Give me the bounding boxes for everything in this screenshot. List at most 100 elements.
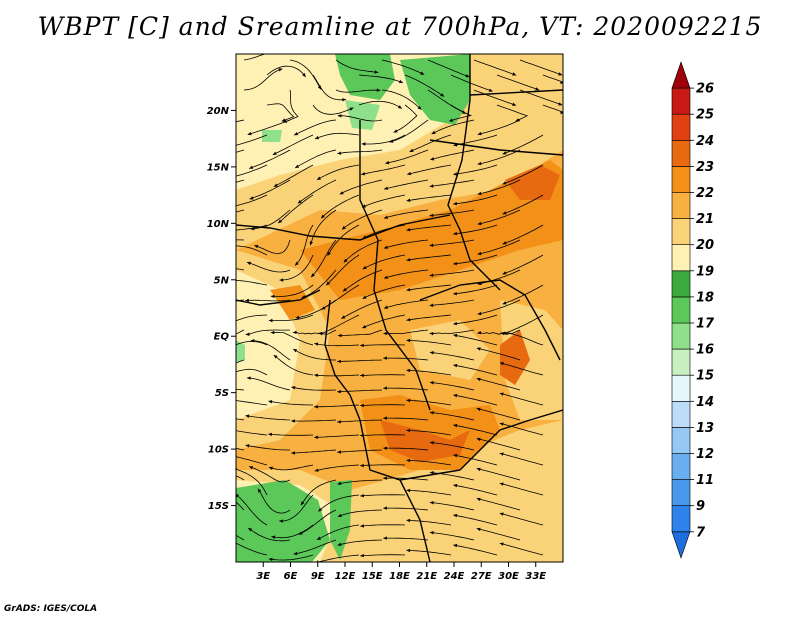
- streamline-arrowhead: [417, 105, 422, 110]
- streamline-231: [236, 542, 268, 556]
- streamline-arrowhead: [229, 428, 233, 432]
- streamline-arrowhead: [360, 494, 364, 498]
- colorbar-swatch: [671, 87, 691, 115]
- streamline-22: [312, 104, 354, 115]
- streamline-arrowhead: [245, 414, 250, 418]
- streamline-193: [406, 459, 452, 466]
- streamline-arrowhead: [477, 191, 482, 196]
- colorbar: 7 9 11 12 13 14 15 16 17 18 19 20 21 22 23 24 25 26: [671, 61, 715, 559]
- streamline-5: [473, 59, 517, 76]
- streamline-arrowhead: [270, 330, 275, 335]
- streamline-arrowhead: [297, 199, 302, 204]
- streamline-235: [406, 549, 452, 556]
- streamline-119: [236, 314, 268, 322]
- lon-tick-label: 3E: [256, 571, 270, 582]
- streamline-arrowhead: [292, 330, 297, 334]
- streamline-213: [337, 509, 383, 517]
- streamline-7: [266, 65, 306, 78]
- streamline-arrowhead: [477, 330, 482, 335]
- streamline-arrowhead: [315, 135, 319, 140]
- axis-ticks: 20N 15N 10N 5N EQ 5S 10S 15S 3E 6E 9E 12E 15E 18E 21E 2…: [207, 106, 547, 582]
- streamline-arrowhead: [389, 139, 394, 143]
- lat-tick-label: 15S: [208, 501, 229, 512]
- streamline-218: [271, 524, 314, 539]
- streamline-139: [500, 332, 544, 346]
- streamline-196: [236, 475, 245, 481]
- streamline-arrowhead: [337, 359, 341, 364]
- streamline-arrowhead: [250, 226, 255, 231]
- streamline-227: [337, 539, 383, 546]
- streamline-145: [429, 352, 475, 361]
- streamline-arrowhead: [229, 363, 233, 367]
- streamline-52: [361, 164, 406, 175]
- streamline-207: [406, 489, 452, 496]
- streamline-44: [294, 149, 337, 169]
- streamline-49: [236, 164, 268, 177]
- streamline-arrowhead: [453, 483, 458, 488]
- colorbar-swatch: [671, 453, 691, 480]
- streamline-58: [297, 179, 337, 204]
- streamline-152: [453, 364, 498, 376]
- streamline-arrowhead: [420, 71, 425, 75]
- streamline-19: [473, 89, 517, 106]
- streamline-arrowhead: [327, 251, 331, 256]
- streamline-arrowhead: [384, 275, 388, 279]
- streamline-177: [314, 434, 360, 438]
- streamline-195: [499, 452, 544, 466]
- streamline-arrowhead: [337, 513, 342, 517]
- colorbar-label: 9: [696, 499, 705, 514]
- streamline-arrowhead: [406, 488, 411, 493]
- streamline-arrowhead: [342, 98, 346, 102]
- streamline-9: [358, 74, 404, 84]
- streamline-arrowhead: [431, 130, 436, 134]
- streamline-arrowhead: [502, 181, 507, 185]
- streamline-arrowhead: [477, 251, 482, 256]
- streamline-arrowhead: [499, 422, 504, 426]
- streamline-arrowhead: [326, 281, 330, 286]
- streamline-39: [409, 134, 452, 153]
- streamline-arrowhead: [558, 102, 563, 106]
- streamline-143: [337, 359, 383, 362]
- streamline-23: [358, 100, 403, 109]
- streamline-arrowhead: [337, 481, 342, 485]
- streamline-95: [406, 254, 452, 261]
- streamline-arrowhead: [361, 172, 366, 176]
- colorbar-label: 14: [696, 395, 714, 410]
- streamline-124: [453, 314, 498, 325]
- streamline-4: [427, 59, 470, 78]
- streamline-arrowhead: [339, 191, 344, 195]
- streamline-arrowhead: [476, 377, 481, 382]
- streamline-222: [453, 514, 498, 526]
- streamline-arrowhead: [231, 417, 235, 421]
- colorbar-label: 16: [696, 343, 714, 358]
- field-hot-east: [505, 165, 560, 200]
- streamline-125: [502, 314, 544, 335]
- field-hot-west: [270, 285, 315, 320]
- streamline-arrowhead: [249, 466, 254, 470]
- streamline-arrowhead: [337, 450, 341, 454]
- streamline-38: [361, 134, 406, 145]
- streamline-99: [246, 261, 291, 273]
- lat-tick-label: 15N: [207, 162, 230, 173]
- colorbar-swatch: [671, 270, 691, 298]
- colorbar-label: 25: [696, 108, 714, 123]
- streamline-204: [279, 494, 314, 522]
- wbpt-field: [236, 54, 563, 562]
- streamline-219: [316, 524, 360, 541]
- streamline-30: [293, 119, 337, 136]
- streamline-arrowhead: [502, 151, 507, 155]
- streamline-191: [314, 464, 360, 472]
- streamline-arrowhead: [291, 419, 295, 423]
- streamline-arrowhead: [362, 295, 367, 299]
- streamline-88: [383, 239, 429, 249]
- streamline-214: [383, 507, 429, 511]
- colorbar-label: 19: [696, 264, 714, 279]
- streamline-arrowhead: [309, 241, 313, 246]
- streamline-arrowhead: [406, 338, 411, 343]
- streamline-arrowhead: [453, 321, 457, 326]
- streamline-arrowhead: [440, 93, 445, 97]
- streamline-131: [429, 329, 475, 335]
- streamline-64: [277, 194, 314, 224]
- lon-tick-label: 6E: [284, 571, 298, 582]
- streamline-arrowhead: [295, 315, 300, 320]
